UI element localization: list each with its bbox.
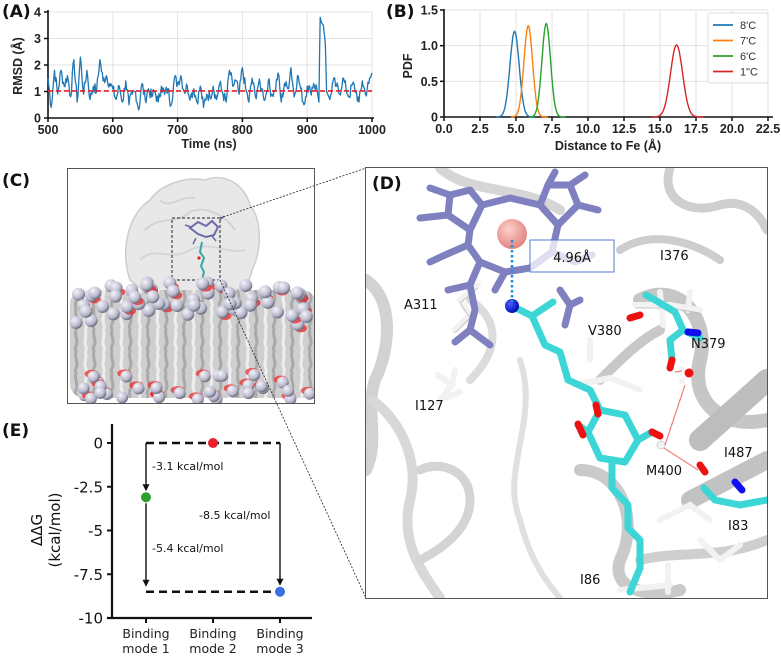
x-tick-label: 7.5 (543, 122, 560, 136)
panel-label-b: (B) (386, 2, 415, 22)
y-tick-label: 4 (34, 6, 41, 20)
energy-ylabel: ΔΔG (28, 514, 46, 546)
rmsd-series (47, 16, 373, 111)
y-tick-label: 1.5 (421, 4, 438, 18)
panel-label-d: (D) (372, 174, 402, 194)
rmsd-ylabel: RMSD (Å) (10, 37, 25, 95)
x-tick-label: 12.5 (612, 122, 636, 136)
panel-label-c: (C) (2, 171, 30, 191)
hydrogen-bonds (663, 370, 699, 471)
x-tick-label: 1000 (358, 123, 386, 137)
residue-label: M400 (646, 464, 682, 479)
residue-label: N379 (691, 337, 726, 352)
lipid-membrane (69, 276, 314, 403)
x-tick-label: 5.0 (507, 122, 524, 136)
energy-point (141, 492, 151, 503)
x-tick-label: 0.0 (435, 122, 452, 136)
pdf-ylabel: PDF (401, 53, 415, 78)
legend-entry: 1"C (740, 67, 758, 79)
binding-site-closeup: 4.96Å A311 I376 V380 N379 I127 M400 I487… (365, 167, 768, 599)
pdf-curve (652, 44, 704, 118)
residue-label: I127 (415, 399, 444, 414)
rmsd-chart: (A) 500 600 700 800 900 1000 0 1 2 3 4 Time (ns) R… (2, 2, 386, 151)
y-tick-label: -7.5 (74, 566, 103, 584)
pdf-curve (496, 30, 535, 118)
y-tick-label: 1 (34, 85, 41, 99)
x-tick-label: 900 (297, 123, 318, 137)
protein-cartoon (366, 168, 767, 598)
category-label: Binding (122, 626, 169, 641)
legend-entry: 8'C (740, 20, 756, 32)
legend-entry: 7'C (740, 36, 756, 48)
y-tick-label: -2.5 (74, 478, 103, 496)
pdf-series (496, 22, 704, 118)
protein-surface (125, 176, 260, 294)
y-tick-label: 2 (34, 59, 41, 73)
y-tick-label: 0.5 (421, 75, 438, 89)
y-tick-label: 0 (431, 111, 438, 125)
zoom-line-bottom (219, 279, 367, 599)
pdf-chart: (B) 0.0 2.5 5.0 7.5 10.0 12.5 15.0 17.5 20.0 22.5… (386, 2, 780, 153)
pdf-curve (528, 22, 566, 118)
rmsd-line (47, 16, 373, 111)
residue-label: V380 (588, 324, 622, 339)
x-tick-label: 22.5 (756, 122, 780, 136)
rmsd-axes: 500 600 700 800 900 1000 0 1 2 3 4 (34, 6, 386, 138)
category-label: Binding (189, 626, 236, 641)
distance-label: 4.96Å (553, 250, 591, 266)
legend-entry: 6'C (740, 51, 756, 63)
pdf-xlabel: Distance to Fe (Å) (555, 138, 661, 153)
x-tick-label: 500 (38, 123, 59, 137)
category-label: mode 1 (122, 641, 169, 656)
energy-annotation: -3.1 kcal/mol (152, 460, 223, 473)
y-tick-label: 0 (34, 112, 41, 126)
energy-annotation: -5.4 kcal/mol (152, 542, 223, 555)
energy-ylabel-units: (kcal/mol) (46, 492, 64, 567)
membrane-system-render: (C) (2, 167, 367, 599)
distance-label-box: 4.96Å (529, 239, 615, 273)
y-tick-label: 1.0 (421, 39, 438, 53)
x-tick-label: 10.0 (576, 122, 600, 136)
x-tick-label: 15.0 (648, 122, 672, 136)
pdf-axes: 0.0 2.5 5.0 7.5 10.0 12.5 15.0 17.5 20.0 22.5 0 0.5… (421, 4, 781, 137)
residue-labels: A311 I376 V380 N379 I127 M400 I487 I83 I… (404, 249, 753, 588)
iron-atom (497, 219, 527, 249)
residue-label: I487 (724, 446, 753, 461)
x-tick-label: 20.0 (720, 122, 744, 136)
residue-label: I83 (728, 519, 748, 534)
residue-label: I376 (660, 249, 689, 264)
category-label: Binding (256, 626, 303, 641)
zoom-line-top (219, 167, 367, 219)
residue-label: I86 (580, 573, 600, 588)
x-tick-label: 17.5 (684, 122, 708, 136)
panel-label-e: (E) (2, 421, 29, 441)
rmsd-xlabel: Time (ns) (181, 137, 236, 151)
y-tick-label: 0 (93, 435, 103, 453)
x-tick-label: 600 (102, 123, 123, 137)
residue-label: A311 (404, 298, 438, 313)
x-tick-label: 700 (167, 123, 188, 137)
x-tick-label: 2.5 (471, 122, 488, 136)
x-tick-label: 800 (232, 123, 253, 137)
y-tick-label: -5 (88, 522, 103, 540)
y-tick-label: 3 (34, 32, 41, 46)
panel-label-a: (A) (2, 2, 31, 22)
energy-content: -3.1 kcal/mol -5.4 kcal/mol -8.5 kcal/mol (141, 438, 285, 597)
heteroatoms (497, 219, 746, 494)
energy-point (275, 586, 285, 597)
energy-point (208, 438, 218, 448)
nitrogen-atom (505, 299, 519, 313)
category-label: mode 3 (256, 641, 303, 656)
pdf-curve (510, 24, 548, 118)
category-label: mode 2 (189, 641, 236, 656)
pdf-legend: 8'C 7'C 6'C 1"C (707, 12, 769, 84)
energy-annotation: -8.5 kcal/mol (199, 509, 270, 522)
y-tick-label: -10 (79, 610, 104, 628)
